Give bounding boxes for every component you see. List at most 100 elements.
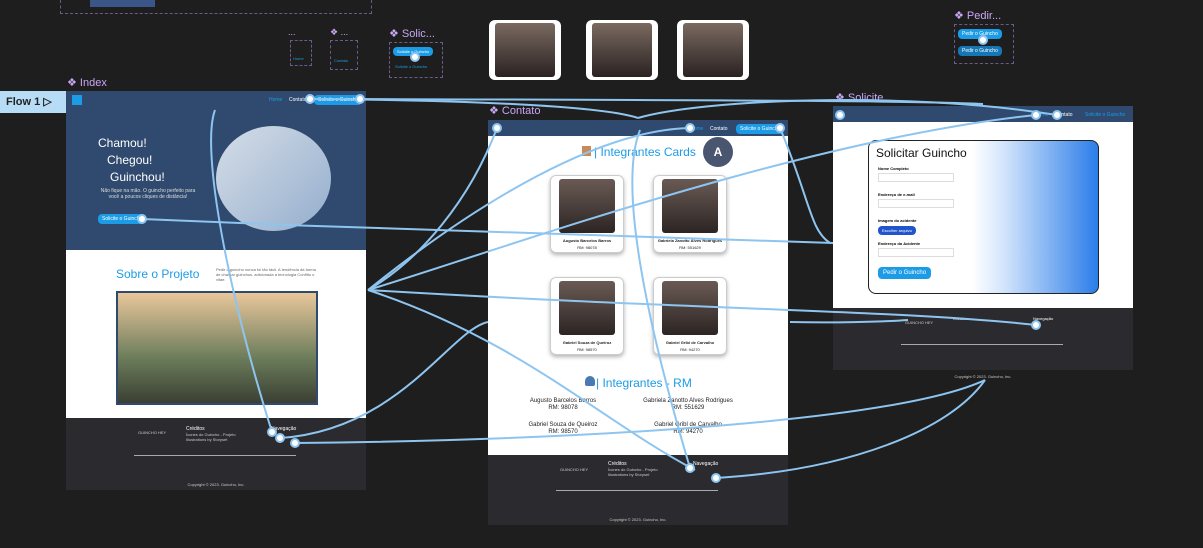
nav-link[interactable]: Home [269, 97, 283, 103]
copyright: Copyright © 2023. Guincho, Inc. [187, 482, 245, 487]
credits-title: Créditos [953, 316, 968, 321]
submit-button[interactable]: Pedir o Guincho [878, 267, 932, 279]
card-photo [662, 281, 718, 335]
field-label: Imagem do acidente [878, 218, 917, 223]
rm-name: Gabriel Gribl de Carvalho [654, 422, 722, 428]
nav-button[interactable]: Solicite o Guincho [736, 124, 785, 134]
member-photo [489, 20, 561, 80]
rm-number: RM: 94270 [673, 429, 703, 435]
nav-title: Navegação [693, 461, 719, 467]
about-text: Pedir o guincho nunca foi tão fácil. A t… [216, 267, 316, 282]
hero-button[interactable]: Solicite o Guincho [98, 214, 147, 224]
hero-text: Não fique na mão. O guincho perfeito par… [100, 188, 196, 200]
avatar: A [703, 137, 733, 167]
photo-image [495, 23, 555, 77]
fragment-button [90, 0, 155, 7]
component-label: ❖ Solic... [389, 28, 435, 40]
credits-text: Ícones do Guincho - Projeto Illustration… [186, 432, 236, 442]
rm-name: Gabriela Zanotto Alves Rodrigues [643, 398, 733, 404]
solicite-button[interactable]: Solicite o Guincho [393, 47, 434, 56]
pedir-button[interactable]: Pedir o Guincho [958, 29, 1002, 39]
component-label: ❖ Pedir... [954, 10, 1002, 22]
logo [72, 95, 82, 105]
footer-rule [556, 490, 718, 491]
component-label: ❖ ... [330, 27, 349, 37]
field-label: Endereço do Acidente [878, 241, 921, 246]
about-title: Sobre o Projeto [116, 267, 200, 281]
footer-brand: GUINCHO HEY [560, 467, 589, 472]
photo-image [592, 23, 652, 77]
rm-number: RM: 551629 [671, 405, 705, 411]
component-frame [389, 42, 443, 78]
footer-brand: GUINCHO HEY [138, 430, 167, 435]
nav-title: Navegação [271, 426, 297, 432]
card-photo [662, 179, 718, 233]
nav-link[interactable]: Contato [289, 97, 307, 103]
hero-line: Chamou! [98, 136, 147, 150]
about-image [116, 291, 318, 405]
rm-icon [585, 376, 595, 386]
footer: GUINCHO HEY Créditos Ícones do Guincho -… [66, 418, 366, 490]
nav-link[interactable]: Solicite o Guincho [1085, 112, 1126, 118]
cards-title: | Integrantes Cards [594, 145, 696, 159]
member-name: Gabriel Souza de Queiroz [562, 340, 612, 345]
field-input[interactable] [878, 248, 954, 257]
component-frame [330, 40, 358, 70]
member-card: Gabriel Gribl de Carvalho RM: 94270 [653, 277, 727, 355]
nav-title: Navegação [1033, 316, 1054, 321]
credits-text: Ícones do Guincho - Projeto Illustration… [608, 467, 658, 477]
copyright: Copyright © 2023. Guincho, Inc. [954, 374, 1012, 379]
member-card: Gabriel Souza de Queiroz RM: 98570 [550, 277, 624, 355]
nav-button[interactable]: Solicite o Guincho [314, 95, 363, 105]
component-frame [290, 40, 312, 66]
solicite-link[interactable]: Solicite o Guincho [395, 64, 428, 69]
pedir-button[interactable]: Pedir o Guincho [958, 46, 1002, 56]
field-input[interactable] [878, 199, 954, 208]
title-icon [582, 146, 591, 156]
connection [359, 98, 984, 105]
frame-index: Home Contato Solicite o Guincho Chamou! … [66, 91, 366, 490]
member-rm: RM: 98570 [577, 347, 597, 352]
field-input[interactable] [878, 173, 954, 182]
connection [367, 127, 498, 291]
flow-label: Flow 1 [6, 96, 41, 108]
nav-home[interactable]: Home [293, 56, 304, 61]
footer-brand: GUINCHO HEY [905, 320, 934, 325]
member-name: Augusto Barcelos Barros [562, 238, 612, 243]
form-card: Solicitar Guincho Nome Completo Endereço… [868, 140, 1099, 294]
nav-link[interactable]: Home [1035, 112, 1049, 118]
card-photo [559, 281, 615, 335]
member-rm: RM: 551629 [679, 245, 701, 250]
hero-line: Chegou! [107, 153, 153, 167]
nav-link[interactable]: Contato [710, 126, 728, 132]
credits-title: Créditos [186, 426, 205, 432]
footer-rule [134, 455, 296, 456]
field-label: Endereço de e-mail [878, 192, 915, 197]
member-card: Gabriela Zanotto Alves Rodrigues RM: 5516… [653, 175, 727, 253]
nav-contato[interactable]: Contato [334, 58, 349, 63]
component-frame [954, 24, 1014, 64]
member-name: Gabriel Gribl de Carvalho [665, 340, 715, 345]
hero: Home Contato Solicite o Guincho Chamou! … [66, 91, 366, 250]
footer: GUINCHO HEY Créditos Navegação Copyright… [833, 308, 1133, 379]
nav-link[interactable]: Contato [1055, 112, 1073, 118]
frame-fragment [60, 0, 372, 14]
member-photo [586, 20, 658, 80]
frame-label: ❖ Index [67, 77, 107, 89]
photo-image [683, 23, 743, 77]
component-label: ... [288, 27, 296, 37]
copyright: Copyright © 2023. Guincho, Inc. [609, 517, 667, 522]
footer-rule [901, 344, 1063, 345]
member-rm: RM: 94270 [680, 347, 700, 352]
file-button[interactable]: Escolher arquivo [878, 226, 916, 235]
field-label: Nome Completo [878, 166, 909, 171]
member-card: Augusto Barcelos Barros RM: 98078 [550, 175, 624, 253]
member-name: Gabriela Zanotto Alves Rodrigues [657, 238, 723, 243]
nav-link[interactable]: Home [690, 126, 704, 132]
hero-illustration [216, 126, 331, 231]
flow-start[interactable]: Flow 1 ▷ [0, 91, 66, 113]
navbar: Home Contato Solicite o Guincho [833, 106, 1133, 122]
form-title: Solicitar Guincho [876, 146, 967, 160]
navbar: Home Contato Solicite o Guincho [488, 120, 788, 136]
